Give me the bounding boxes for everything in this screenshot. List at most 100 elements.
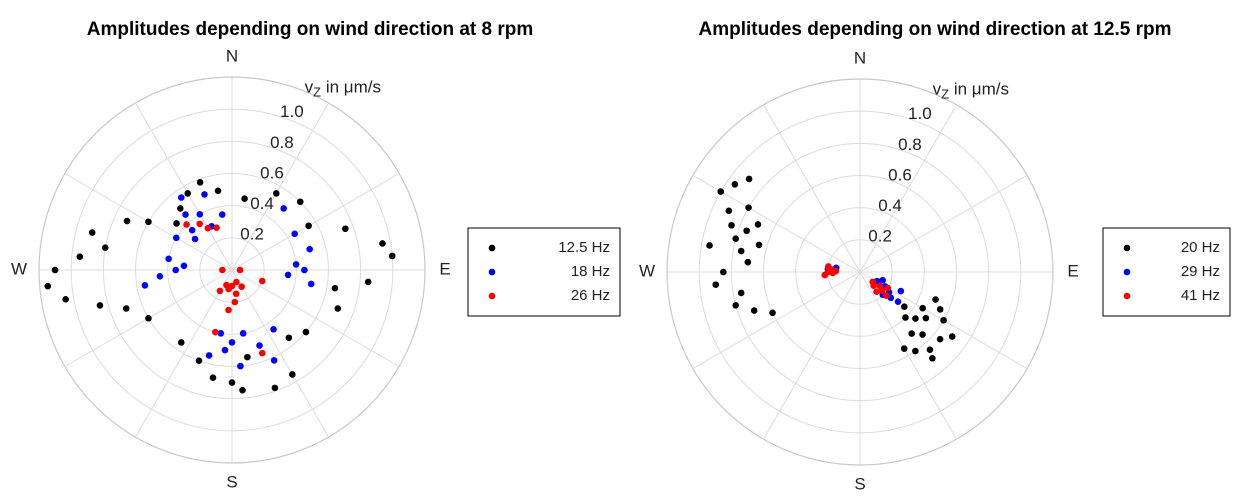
data-point [284, 271, 292, 279]
data-point [894, 298, 902, 306]
data-point [184, 190, 192, 197]
data-point [302, 328, 310, 336]
data-point [902, 314, 909, 321]
data-point [76, 253, 84, 260]
data-point [750, 307, 758, 314]
data-point [908, 330, 915, 337]
data-point [305, 222, 312, 230]
legend-label: 26 Hz [571, 287, 610, 304]
r-tick-label: 0.2 [868, 227, 892, 246]
data-point [884, 284, 892, 292]
data-point [196, 220, 204, 228]
r-tick-label: 0.8 [898, 135, 922, 154]
data-point [712, 281, 720, 288]
data-point [218, 211, 226, 218]
theta-tick-label: S [854, 474, 865, 493]
data-point [204, 224, 212, 232]
data-point [737, 247, 745, 255]
data-point [233, 278, 240, 286]
data-point [901, 303, 908, 310]
data-point [731, 181, 739, 188]
data-point [231, 298, 239, 306]
data-point [228, 339, 236, 346]
data-point [239, 330, 247, 337]
data-point [145, 314, 152, 322]
chart-title: Amplitudes depending on wind direction a… [699, 19, 1172, 40]
chart-title: Amplitudes depending on wind direction a… [87, 19, 534, 40]
data-point [932, 296, 939, 303]
data-point [219, 266, 226, 274]
legend-label: 12.5 Hz [558, 239, 610, 256]
data-point [912, 315, 919, 322]
data-point [44, 282, 52, 290]
data-point [717, 188, 725, 195]
r-axis-label: vZ in μm/s [933, 80, 1009, 102]
data-point [331, 284, 339, 292]
data-point [123, 217, 131, 225]
data-point [172, 266, 180, 274]
data-point [307, 280, 315, 288]
data-point [213, 224, 220, 231]
data-point [936, 335, 944, 343]
r-axis-label-part: in μm/s [321, 78, 381, 97]
data-point [214, 187, 222, 195]
data-point [821, 271, 829, 279]
theta-tick-label: W [11, 259, 27, 278]
data-point [334, 305, 342, 312]
theta-tick-label: E [439, 259, 450, 278]
data-point [919, 331, 926, 338]
legend-marker [488, 244, 496, 252]
data-point [289, 371, 296, 378]
data-point [291, 230, 298, 238]
data-point [388, 252, 396, 260]
data-point [237, 362, 244, 370]
data-point [177, 339, 185, 346]
data-point [172, 234, 180, 242]
data-point [379, 240, 386, 247]
r-tick-label: 1.0 [908, 104, 932, 123]
r-tick-label: 0.4 [250, 194, 274, 213]
data-point [141, 282, 149, 289]
data-point [285, 334, 293, 342]
polar-plot: Amplitudes depending on wind direction a… [639, 19, 1231, 493]
data-point [145, 218, 152, 226]
data-point [217, 330, 225, 337]
data-point [256, 342, 263, 349]
r-grid-line [698, 110, 1022, 434]
data-point [878, 287, 886, 294]
legend-marker [1123, 268, 1131, 276]
theta-tick-label: N [854, 48, 866, 67]
data-point [196, 179, 204, 186]
data-point [183, 221, 190, 228]
data-point [241, 195, 248, 203]
data-point [719, 268, 727, 276]
data-point [228, 379, 236, 386]
data-point [225, 306, 232, 314]
r-tick-label: 0.4 [878, 196, 902, 215]
data-point [236, 266, 244, 274]
r-axis-label-part: v [305, 78, 314, 97]
data-point [216, 287, 224, 295]
data-point [201, 191, 208, 198]
data-point [922, 314, 930, 322]
data-point [258, 277, 266, 285]
r-tick-label: 0.2 [240, 225, 264, 244]
data-point [96, 302, 104, 309]
data-point [926, 346, 934, 353]
r-grid-line [102, 140, 362, 400]
r-grid-line [70, 108, 394, 432]
data-point [88, 229, 96, 236]
data-point [743, 227, 750, 235]
data-point [754, 221, 762, 228]
data-point [156, 273, 164, 280]
legend-marker [488, 292, 496, 300]
data-point [239, 386, 246, 394]
data-point [732, 302, 740, 309]
r-grid-line [730, 142, 990, 402]
data-point [205, 352, 213, 359]
r-axis-label-part: v [933, 80, 942, 99]
data-point [177, 205, 184, 212]
data-point [306, 245, 313, 253]
polar-frame [666, 78, 1054, 466]
